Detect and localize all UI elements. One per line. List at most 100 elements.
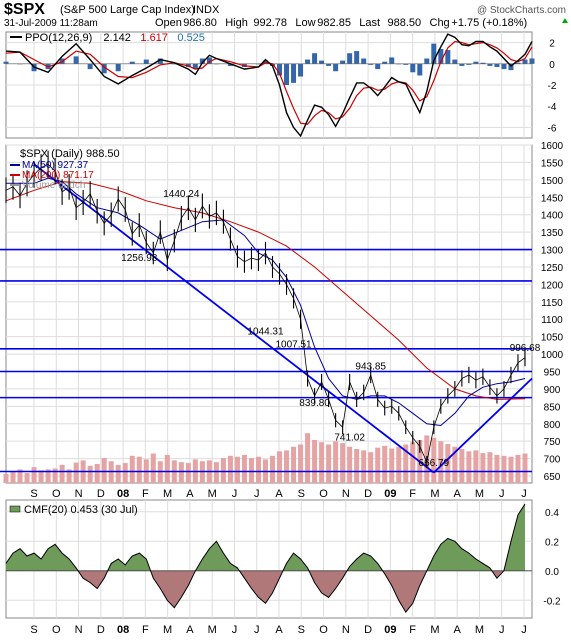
price-xtick-label: J bbox=[521, 488, 527, 500]
ppo-histogram-bar bbox=[227, 63, 233, 66]
volume-bar bbox=[270, 455, 276, 483]
quote-date: 31-Jul-2009 11:28am bbox=[4, 18, 98, 29]
price-xtick-label: M bbox=[430, 488, 439, 500]
cmf-xtick-label: A bbox=[186, 624, 194, 636]
volume-bar bbox=[326, 444, 332, 483]
cmf-xtick-label: D bbox=[97, 624, 105, 636]
ppo-histogram-bar bbox=[508, 63, 514, 71]
volume-bar bbox=[522, 453, 528, 483]
volume-bar bbox=[319, 442, 325, 483]
cmf-xtick-label: D bbox=[364, 624, 372, 636]
exchange: INDX bbox=[193, 4, 220, 16]
ppo-histogram-bar bbox=[487, 63, 493, 66]
ppo-histogram-bar bbox=[361, 58, 367, 64]
ppo-tick-label: 2 bbox=[549, 39, 555, 50]
ppo-histogram-bar bbox=[389, 57, 395, 64]
ppo-histogram-bar bbox=[101, 63, 107, 74]
ppo-histogram-bar bbox=[291, 63, 297, 83]
ppo-histogram-bar bbox=[340, 60, 346, 64]
price-annotation: 996.68 bbox=[510, 343, 541, 354]
ppo-histogram-bar bbox=[480, 62, 486, 64]
ppo-histogram-bar bbox=[3, 61, 9, 64]
price-annotation: 1440.24 bbox=[163, 189, 200, 200]
trend-line bbox=[433, 377, 533, 474]
volume-bar bbox=[234, 456, 240, 483]
price-xtick-label: O bbox=[319, 488, 328, 500]
ppo-tick-label: 0 bbox=[549, 60, 555, 71]
volume-bar bbox=[94, 463, 100, 483]
price-panel-title: $SPX (Daily) 988.50 bbox=[20, 148, 120, 160]
cmf-negative-area bbox=[6, 570, 525, 613]
ppo-histogram-bar bbox=[501, 63, 507, 70]
price-xtick-label: F bbox=[409, 488, 416, 500]
cmf-xtick-label: J bbox=[521, 624, 527, 636]
cmf-xtick-label: N bbox=[342, 624, 350, 636]
ppo-histogram-bar bbox=[143, 59, 149, 64]
volume-bar bbox=[59, 464, 65, 483]
price-annotation: 943.85 bbox=[355, 362, 386, 373]
ppo-histogram-bar bbox=[277, 63, 283, 76]
ppo-tick-label: -6 bbox=[548, 123, 557, 134]
ppo-histogram-bar bbox=[87, 63, 93, 70]
volume-bar bbox=[52, 468, 58, 483]
ppo-legend-value: 1.617 bbox=[140, 32, 168, 44]
price-annotation: 839.80 bbox=[299, 398, 330, 409]
volume-bar bbox=[438, 441, 444, 483]
cmf-positive-area bbox=[6, 504, 525, 571]
ppo-histogram-bar bbox=[466, 63, 472, 65]
symbol: $SPX bbox=[4, 1, 45, 18]
price-xtick-label: F bbox=[142, 488, 149, 500]
ma50-line bbox=[6, 177, 526, 427]
ppo-legend-value: 2.142 bbox=[103, 32, 131, 44]
cmf-xtick-label: 09 bbox=[384, 624, 396, 636]
price-xtick-label: S bbox=[298, 488, 305, 500]
volume-bar bbox=[73, 462, 79, 483]
ppo-histogram-bar bbox=[73, 56, 79, 64]
cmf-legend-name: CMF(20) 0.453 (30 Jul) bbox=[24, 504, 138, 516]
cmf-tick-label: 0.0 bbox=[545, 567, 559, 578]
price-legend-item: MA(50) 927.37 bbox=[22, 160, 89, 171]
cmf-xtick-label: N bbox=[75, 624, 83, 636]
volume-bar bbox=[515, 454, 521, 483]
volume-bar bbox=[480, 453, 486, 483]
price-xtick-label: S bbox=[30, 488, 37, 500]
ppo-histogram-bar bbox=[431, 43, 437, 64]
ppo-histogram-bar bbox=[298, 63, 304, 77]
volume-bar bbox=[129, 455, 135, 483]
volume-bar bbox=[368, 452, 374, 483]
cmf-line bbox=[5, 503, 526, 613]
ppo-histogram-bar bbox=[522, 59, 528, 64]
ppo-histogram-bar bbox=[424, 58, 430, 64]
ppo-histogram-bar bbox=[347, 53, 353, 64]
volume-bar bbox=[291, 446, 297, 483]
price-line bbox=[5, 163, 526, 464]
ppo-histogram-bar bbox=[438, 48, 444, 64]
volume-bar bbox=[178, 462, 184, 483]
ppo-histogram-bar bbox=[284, 63, 290, 85]
cmf-xtick-label: M bbox=[208, 624, 217, 636]
volume-bar bbox=[136, 456, 142, 483]
volume-bar bbox=[31, 467, 37, 483]
volume-bar bbox=[508, 456, 514, 483]
quote-value-open: 986.80 bbox=[183, 17, 217, 29]
price-xtick-label: 08 bbox=[117, 488, 129, 500]
price-panel bbox=[5, 144, 533, 484]
volume-bar bbox=[375, 447, 381, 483]
price-tick-label: 850 bbox=[544, 402, 561, 413]
cmf-tick-label: 0.4 bbox=[545, 508, 559, 519]
ppo-histogram-bar bbox=[115, 63, 121, 72]
volume-bar bbox=[382, 445, 388, 483]
price-xtick-label: D bbox=[97, 488, 105, 500]
volume-bar bbox=[3, 473, 9, 483]
price-tick-label: 750 bbox=[544, 437, 561, 448]
ppo-histogram-bar bbox=[494, 63, 500, 67]
price-tick-label: 1200 bbox=[541, 280, 564, 291]
price-tick-label: 1350 bbox=[541, 228, 564, 239]
ppo-histogram-bar bbox=[473, 61, 479, 64]
volume-bar bbox=[305, 433, 311, 483]
cmf-xtick-label: O bbox=[52, 624, 61, 636]
volume-bar bbox=[410, 442, 416, 483]
volume-bar bbox=[354, 449, 360, 483]
volume-bar bbox=[466, 451, 472, 483]
quote-label-high: High bbox=[225, 17, 248, 29]
